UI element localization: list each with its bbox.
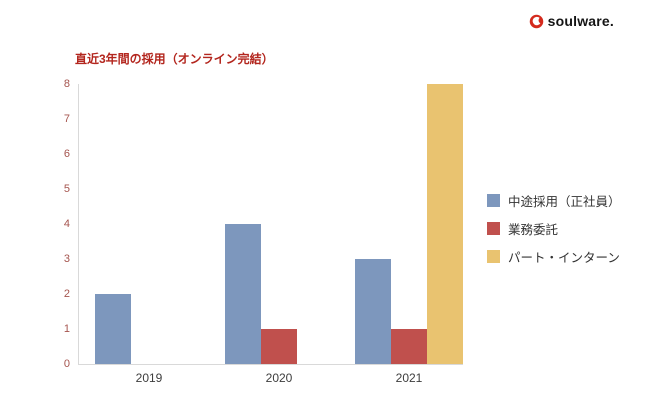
y-tick-label: 5 bbox=[63, 183, 70, 195]
legend-item: 中途採用（正社員） bbox=[487, 191, 621, 210]
x-tick-label: 2019 bbox=[135, 371, 163, 385]
legend: 中途採用（正社員） 業務委託パート・インターン bbox=[487, 191, 621, 266]
legend-item: パート・インターン bbox=[487, 247, 621, 266]
brand-logo: soulware. bbox=[529, 13, 614, 29]
legend-label: 中途採用（正社員） bbox=[508, 195, 621, 209]
bar bbox=[225, 224, 261, 364]
bar-group-2020 bbox=[225, 224, 333, 364]
y-tick-label: 6 bbox=[63, 148, 70, 160]
y-tick-label: 1 bbox=[63, 323, 70, 335]
y-tick-label: 4 bbox=[63, 218, 70, 230]
chart: 0 1 2 3 4 5 6 7 8 2019 2020 2021 bbox=[48, 78, 463, 385]
bar bbox=[355, 259, 391, 364]
legend-label: 業務委託 bbox=[508, 223, 559, 237]
x-tick-label: 2021 bbox=[395, 371, 423, 385]
bar-group-2019 bbox=[95, 294, 203, 364]
y-tick-label: 8 bbox=[63, 78, 70, 90]
y-tick-label: 0 bbox=[63, 358, 70, 370]
bar bbox=[427, 84, 463, 364]
legend-label: パート・インターン bbox=[508, 251, 620, 265]
brand-name: soulware. bbox=[547, 13, 614, 29]
legend-swatch bbox=[487, 222, 500, 235]
bar bbox=[261, 329, 297, 364]
bar bbox=[95, 294, 131, 364]
y-axis-labels: 0 1 2 3 4 5 6 7 8 bbox=[48, 78, 78, 370]
legend-swatch bbox=[487, 250, 500, 263]
y-tick-label: 2 bbox=[63, 288, 70, 300]
x-tick-label: 2020 bbox=[265, 371, 293, 385]
plot-area: 2019 2020 2021 bbox=[78, 84, 463, 385]
soulware-logo-icon bbox=[529, 14, 543, 28]
legend-swatch bbox=[487, 194, 500, 207]
bar bbox=[391, 329, 427, 364]
chart-title: 直近3年間の採用（オンライン完結） bbox=[75, 52, 274, 66]
bar-group-2021 bbox=[355, 84, 463, 364]
y-tick-label: 3 bbox=[63, 253, 70, 265]
legend-item: 業務委託 bbox=[487, 219, 621, 238]
y-tick-label: 7 bbox=[63, 113, 70, 125]
